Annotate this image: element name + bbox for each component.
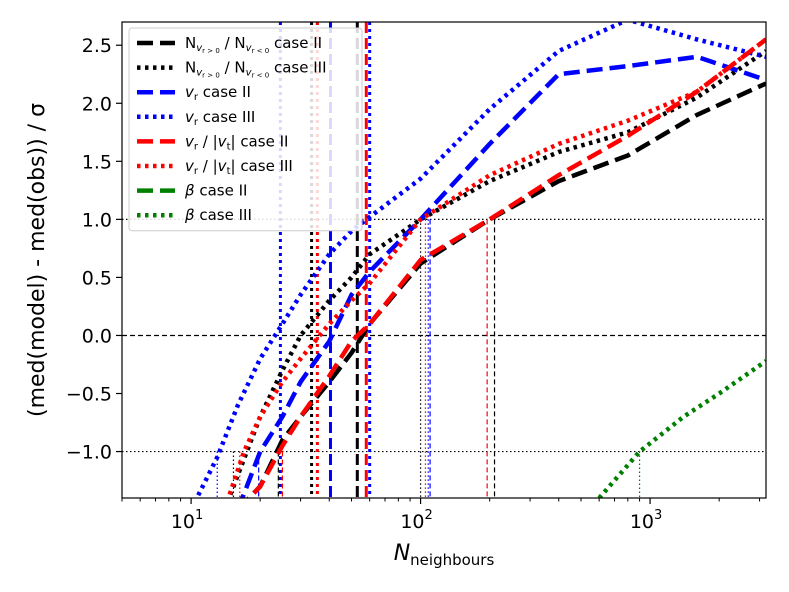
y-axis-title: (med(model) - med(obs)) / σ bbox=[25, 103, 50, 417]
legend-label-5: vr / |vt| case III bbox=[185, 157, 293, 177]
x-axis-title: Nneighbours bbox=[394, 541, 495, 569]
series-line-0 bbox=[245, 81, 766, 498]
legend-label-7: β case III bbox=[184, 206, 252, 224]
y-tick-label-2: 0.0 bbox=[82, 325, 112, 347]
plot-frame bbox=[121, 21, 767, 499]
legend-label-0: Nvr > 0 / Nvr < 0 case II bbox=[185, 34, 322, 55]
y-tick-label-3: 0.5 bbox=[82, 267, 112, 289]
series-line-2 bbox=[239, 54, 766, 498]
series-line-7 bbox=[597, 359, 766, 498]
x-tick-label-0: 101 bbox=[171, 508, 203, 533]
legend-label-2: vr case II bbox=[185, 83, 251, 103]
legend-box bbox=[128, 27, 363, 232]
x-tick-label-2: 103 bbox=[630, 508, 662, 533]
series-line-4 bbox=[245, 37, 766, 498]
y-tick-label-7: 2.5 bbox=[82, 35, 112, 57]
legend-label-4: vr / |vt| case II bbox=[185, 132, 288, 152]
y-tick-label-5: 1.5 bbox=[82, 151, 112, 173]
legend-label-6: β case II bbox=[184, 182, 247, 200]
legend: Nvr > 0 / Nvr < 0 case II Nvr > 0 / Nvr <… bbox=[128, 27, 363, 232]
series-line-3 bbox=[194, 22, 766, 498]
legend-label-3: vr case III bbox=[185, 108, 255, 128]
y-tick-label-6: 2.0 bbox=[82, 93, 112, 115]
legend-label-1: Nvr > 0 / Nvr < 0 case III bbox=[185, 59, 327, 80]
y-tick-label-4: 1.0 bbox=[82, 209, 112, 231]
x-tick-label-1: 102 bbox=[400, 508, 432, 533]
y-tick-label-1: −0.5 bbox=[66, 384, 112, 406]
series-line-5 bbox=[226, 37, 766, 498]
series-line-1 bbox=[226, 49, 766, 498]
y-tick-label-0: −1.0 bbox=[66, 442, 112, 464]
